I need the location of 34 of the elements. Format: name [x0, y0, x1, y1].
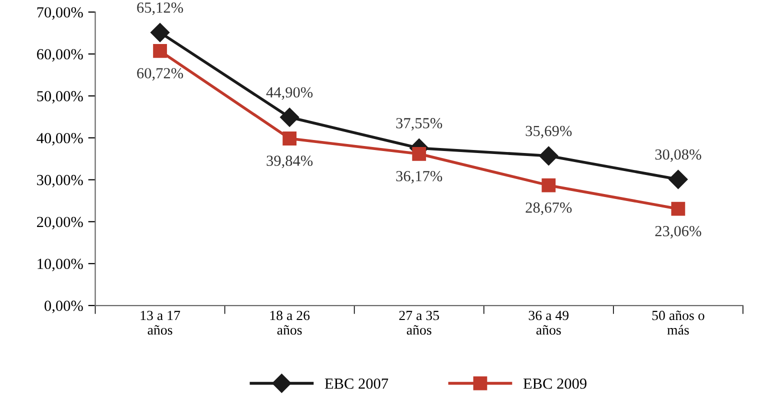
point: [539, 146, 558, 166]
data-label: 35,69%: [526, 126, 572, 138]
data-label: 44,90%: [266, 87, 313, 100]
data-label: 60,72%: [137, 68, 184, 81]
point: [668, 170, 688, 189]
x-tick-label: 50 años o más: [652, 310, 704, 335]
y-tick-label: 50,00%: [37, 91, 83, 104]
legend-label: EBC 2007: [324, 378, 388, 389]
point: [153, 44, 167, 58]
data-label: 65,12%: [137, 2, 184, 15]
point: [542, 178, 556, 192]
data-label: 28,67%: [526, 202, 572, 215]
x-tick-label: 36 a 49 años: [528, 310, 569, 335]
data-label: 23,06%: [655, 226, 702, 238]
x-tick-label: 18 a 26 años: [270, 310, 310, 335]
point: [282, 132, 297, 146]
data-label: 37,55%: [396, 118, 442, 131]
y-tick-label: 40,00%: [36, 132, 83, 146]
x-tick-label: 27 a 35 años: [399, 310, 439, 335]
legend-label: EBC 2009: [523, 378, 586, 389]
data-label: 39,84%: [266, 156, 313, 168]
y-tick-label: 70,00%: [37, 7, 83, 20]
y-tick-label: 20,00%: [37, 216, 83, 230]
data-label: 30,08%: [655, 149, 702, 162]
point: [671, 202, 686, 216]
y-tick-label: 0,00%: [44, 300, 83, 314]
point: [280, 108, 300, 127]
x-tick-label: 13 a 17 años: [140, 310, 180, 335]
point: [412, 146, 426, 161]
y-tick-label: 30,00%: [37, 174, 83, 188]
data-label: 36,17%: [396, 170, 442, 184]
y-tick-label: 60,00%: [37, 49, 83, 62]
y-tick-label: 10,00%: [38, 258, 83, 272]
point: [150, 22, 170, 42]
